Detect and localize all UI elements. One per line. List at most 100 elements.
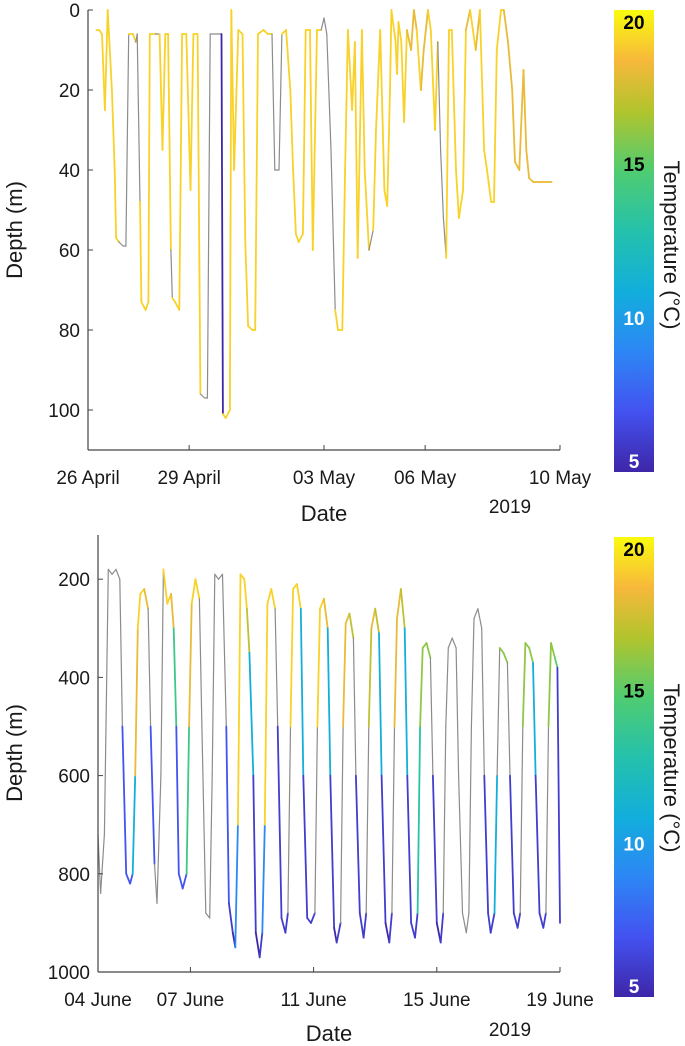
top-x-axis-label: Date	[301, 501, 347, 526]
x-tick-label: 06 May	[394, 468, 457, 489]
trace-segment	[346, 29, 354, 111]
trace-segment	[390, 9, 397, 43]
trace-segment	[396, 588, 402, 620]
trace-segment	[380, 774, 387, 924]
trace-segment	[299, 607, 305, 777]
trace-segment	[125, 33, 130, 247]
trace-segment	[511, 89, 516, 163]
bottom-y-axis-label: Depth (m)	[2, 704, 27, 802]
trace-segment	[248, 651, 255, 777]
trace-segment	[107, 568, 113, 575]
trace-segment	[289, 588, 295, 728]
y-tick-label: 600	[58, 767, 90, 788]
trace-segment	[185, 725, 191, 875]
trace-segment	[440, 149, 444, 219]
trace-segment	[481, 627, 485, 777]
trace-segment	[384, 922, 391, 944]
trace-segment	[326, 33, 332, 151]
trace-segment	[270, 588, 277, 610]
trace-segment	[370, 607, 377, 630]
trace-segment	[136, 33, 141, 203]
x-tick-label: 03 May	[293, 468, 356, 489]
trace-segment	[161, 33, 167, 151]
trace-segment	[111, 568, 117, 575]
trace-segment	[334, 309, 339, 331]
trace-segment	[310, 912, 316, 924]
trace-segment	[502, 651, 509, 664]
trace-segment	[170, 249, 173, 299]
trace-segment	[450, 29, 457, 171]
trace-segment	[425, 642, 432, 659]
trace-segment	[341, 169, 347, 331]
trace-segment	[542, 912, 547, 929]
trace-segment	[285, 29, 292, 91]
trace-segment	[252, 774, 257, 934]
trace-segment	[329, 774, 336, 929]
trace-segment	[136, 593, 142, 630]
trace-segment	[224, 409, 231, 419]
bottom-x-ticks: 04 June 07 June 11 June 15 June 19 June	[64, 967, 594, 1011]
trace-segment	[302, 774, 309, 919]
trace-segment	[139, 201, 143, 303]
trace-segment	[181, 872, 188, 890]
x-tick-label: 04 June	[64, 990, 132, 1011]
trace-segment	[554, 656, 559, 669]
trace-segment	[486, 169, 493, 203]
trace-segment	[374, 607, 380, 635]
trace-segment	[131, 774, 137, 875]
trace-segment	[214, 573, 220, 580]
trace-segment	[368, 229, 374, 251]
trace-segment	[262, 29, 269, 35]
trace-segment	[528, 177, 535, 183]
trace-segment	[254, 931, 261, 959]
trace-segment	[134, 627, 139, 777]
trace-segment	[356, 29, 363, 259]
trace-segment	[118, 241, 124, 247]
trace-segment	[333, 926, 338, 944]
trace-segment	[525, 149, 530, 179]
trace-segment	[493, 49, 498, 203]
trace-segment	[111, 89, 116, 171]
trace-segment	[323, 17, 328, 35]
trace-segment	[386, 89, 391, 207]
trace-segment	[247, 325, 254, 331]
trace-segment	[365, 725, 370, 914]
top-panel: 0 20 40 60 80 100 26 April 29 April 03 May 06 Ma…	[2, 1, 592, 526]
trace-segment	[295, 583, 302, 610]
y-tick-label: 80	[59, 321, 80, 342]
trace-segment	[458, 774, 464, 914]
trace-segment	[147, 33, 151, 303]
trace-segment	[199, 393, 206, 399]
trace-segment	[284, 912, 289, 934]
trace-segment	[342, 622, 347, 728]
trace-segment	[352, 637, 357, 777]
trace-segment	[230, 9, 236, 171]
trace-segment	[278, 33, 283, 171]
trace-segment	[335, 922, 342, 944]
trace-segment	[375, 29, 382, 131]
y-tick-label: 200	[58, 570, 90, 591]
trace-segment	[412, 9, 418, 31]
trace-segment	[220, 33, 224, 415]
trace-segment	[489, 912, 496, 934]
x-tick-label: 15 June	[403, 990, 471, 1011]
y-tick-label: 40	[59, 161, 80, 182]
x-tick-label: 07 June	[157, 990, 225, 1011]
trace-segment	[547, 642, 552, 728]
trace-segment	[236, 573, 242, 826]
trace-segment	[221, 573, 227, 728]
trace-segment	[198, 598, 203, 728]
trace-segment	[326, 627, 332, 777]
trace-segment	[245, 607, 251, 654]
trace-segment	[244, 241, 250, 327]
trace-segment	[419, 647, 424, 728]
bottom-y-ticks: 200 400 600 800 1000	[48, 570, 103, 984]
trace-segment	[104, 9, 109, 111]
trace-segment	[309, 29, 314, 251]
trace-segment	[205, 912, 211, 919]
trace-segment	[362, 912, 368, 939]
trace-segment	[493, 774, 499, 914]
colorbar-tick-label: 15	[623, 155, 645, 176]
trace-segment	[121, 725, 128, 875]
trace-segment	[509, 774, 515, 914]
